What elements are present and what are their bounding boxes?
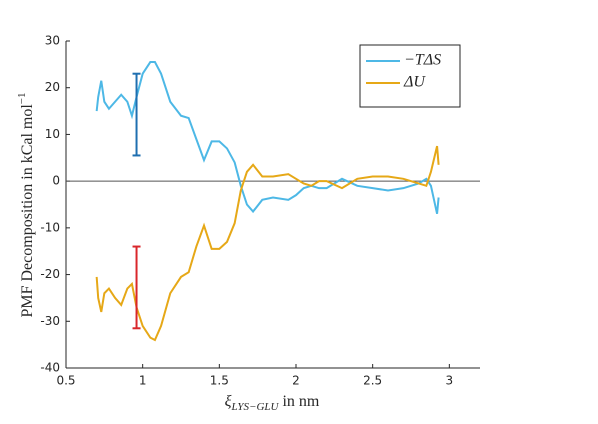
y-tick-label: -20	[40, 267, 60, 281]
y-tick-label: 10	[45, 127, 60, 141]
x-axis-label: ξLYS−GLU in nm	[225, 393, 320, 413]
y-tick-label: -10	[40, 220, 60, 234]
x-label-text: in nm	[278, 393, 319, 410]
y-label-text: PMF Decomposition in kCal mol	[19, 104, 36, 318]
x-tick-label: 1	[139, 374, 147, 388]
series-line	[95, 61, 440, 215]
error-bar	[132, 245, 141, 330]
y-tick-label: 0	[52, 174, 60, 188]
x-tick-label: 2	[292, 374, 300, 388]
y-axis-label: PMF Decomposition in kCal mol−1	[16, 92, 36, 317]
x-label-sub: LYS−GLU	[231, 401, 280, 413]
x-tick-label: 2.5	[363, 374, 382, 388]
y-tick-label: 30	[45, 34, 60, 48]
x-label-symbol: ξ	[225, 393, 232, 410]
y-label-sup: −1	[16, 92, 28, 104]
y-tick-label: -40	[40, 361, 60, 375]
error-bar	[132, 72, 141, 157]
legend-label: ΔU	[403, 74, 426, 91]
y-tick-label: -30	[40, 314, 60, 328]
x-tick-label: 0.5	[56, 374, 75, 388]
series-line	[95, 145, 440, 342]
legend-label: −TΔS	[404, 52, 441, 69]
x-tick-label: 3	[446, 374, 454, 388]
y-tick-label: 20	[45, 80, 60, 94]
x-tick-label: 1.5	[210, 374, 229, 388]
legend-box	[359, 44, 461, 108]
